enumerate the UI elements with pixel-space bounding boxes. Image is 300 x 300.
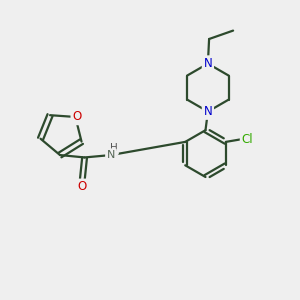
Text: H: H xyxy=(110,143,117,153)
Text: Cl: Cl xyxy=(242,133,253,146)
Text: O: O xyxy=(77,180,86,193)
Text: N: N xyxy=(203,105,212,118)
Text: N: N xyxy=(107,150,115,160)
Text: N: N xyxy=(203,57,212,70)
Text: O: O xyxy=(72,110,82,124)
